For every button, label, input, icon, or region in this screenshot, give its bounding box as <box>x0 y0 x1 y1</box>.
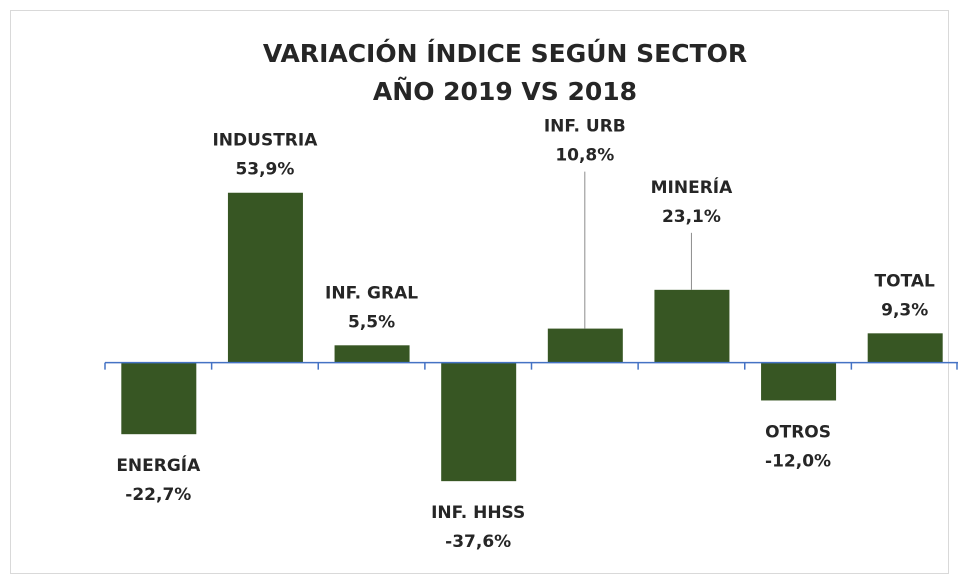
category-label: INDUSTRIA <box>212 131 318 151</box>
category-label: INF. GRAL <box>325 283 418 303</box>
bar <box>227 192 303 363</box>
bar <box>441 362 517 482</box>
value-label: -12,0% <box>765 451 831 471</box>
category-label: TOTAL <box>875 271 935 291</box>
value-label: 9,3% <box>881 300 928 320</box>
bar <box>121 362 197 435</box>
value-label: 23,1% <box>662 207 721 227</box>
bar <box>867 333 943 363</box>
category-label: MINERÍA <box>651 176 733 198</box>
bar <box>654 289 730 363</box>
value-label: 10,8% <box>555 146 614 166</box>
chart-title: VARIACIÓN ÍNDICE SEGÚN SECTOR <box>263 38 747 68</box>
chart-title: AÑO 2019 VS 2018 <box>373 77 637 106</box>
bar <box>334 345 410 363</box>
value-label: -22,7% <box>125 485 191 505</box>
value-label: 5,5% <box>348 312 395 332</box>
value-label: -37,6% <box>445 532 511 552</box>
category-label: INF. HHSS <box>431 503 525 523</box>
category-label: INF. URB <box>544 117 626 137</box>
value-label: 53,9% <box>235 160 294 180</box>
category-label: ENERGÍA <box>116 454 201 476</box>
category-label: OTROS <box>765 422 831 442</box>
bar <box>761 362 837 401</box>
bar <box>547 328 623 363</box>
